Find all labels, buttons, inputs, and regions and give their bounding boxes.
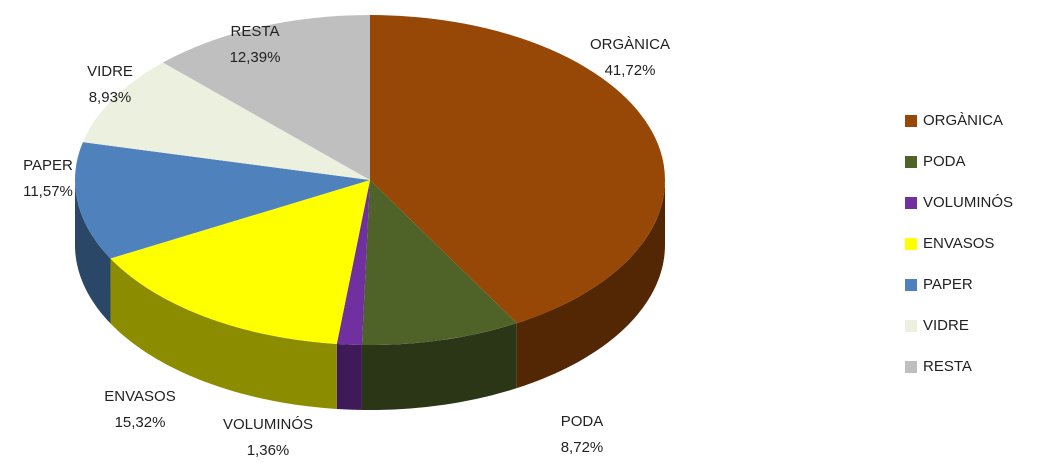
data-label-value: 12,39% bbox=[230, 49, 281, 66]
slice-side bbox=[336, 343, 362, 410]
slice bbox=[82, 62, 371, 180]
legend-label: PODA bbox=[923, 153, 966, 170]
slice-side bbox=[516, 180, 665, 389]
legend-swatch bbox=[905, 238, 917, 250]
data-label-value: 41,72% bbox=[605, 62, 656, 79]
legend-label: ORGÀNICA bbox=[923, 112, 1003, 129]
slice bbox=[110, 180, 371, 344]
legend-label: PAPER bbox=[923, 276, 973, 293]
data-label-name: RESTA bbox=[231, 23, 280, 40]
legend-label: VOLUMINÓS bbox=[923, 194, 1013, 211]
data-label-value: 15,32% bbox=[115, 414, 166, 431]
data-label-value: 8,93% bbox=[89, 89, 132, 106]
data-label-value: 1,36% bbox=[247, 442, 290, 459]
slice bbox=[361, 180, 517, 345]
slice bbox=[75, 142, 370, 259]
data-label-name: PODA bbox=[561, 413, 604, 430]
legend-swatch bbox=[905, 197, 917, 209]
data-label-name: ENVASOS bbox=[104, 388, 175, 405]
legend-label: ENVASOS bbox=[923, 235, 994, 252]
legend: ORGÀNICA PODA VOLUMINÓS ENVASOS PAPER VIDRE RE… bbox=[905, 112, 1013, 375]
data-label-value: 11,57% bbox=[23, 183, 73, 200]
legend-swatch bbox=[905, 115, 917, 127]
slice bbox=[336, 180, 370, 345]
data-label-name: VOLUMINÓS bbox=[223, 416, 313, 433]
data-label-name: PAPER bbox=[23, 157, 73, 174]
slice-side bbox=[361, 323, 517, 410]
legend-label: VIDRE bbox=[923, 317, 969, 334]
data-label-name: VIDRE bbox=[87, 63, 133, 80]
slice-side bbox=[110, 258, 337, 409]
legend-swatch bbox=[905, 279, 917, 291]
legend-swatch bbox=[905, 320, 917, 332]
legend-swatch bbox=[905, 361, 917, 373]
legend-label: RESTA bbox=[923, 358, 972, 375]
slice bbox=[162, 15, 370, 180]
data-label-name: ORGÀNICA bbox=[590, 36, 670, 53]
slice bbox=[370, 15, 665, 324]
data-label-value: 8,72% bbox=[561, 439, 604, 456]
legend-swatch bbox=[905, 156, 917, 168]
slice-side bbox=[75, 180, 111, 324]
